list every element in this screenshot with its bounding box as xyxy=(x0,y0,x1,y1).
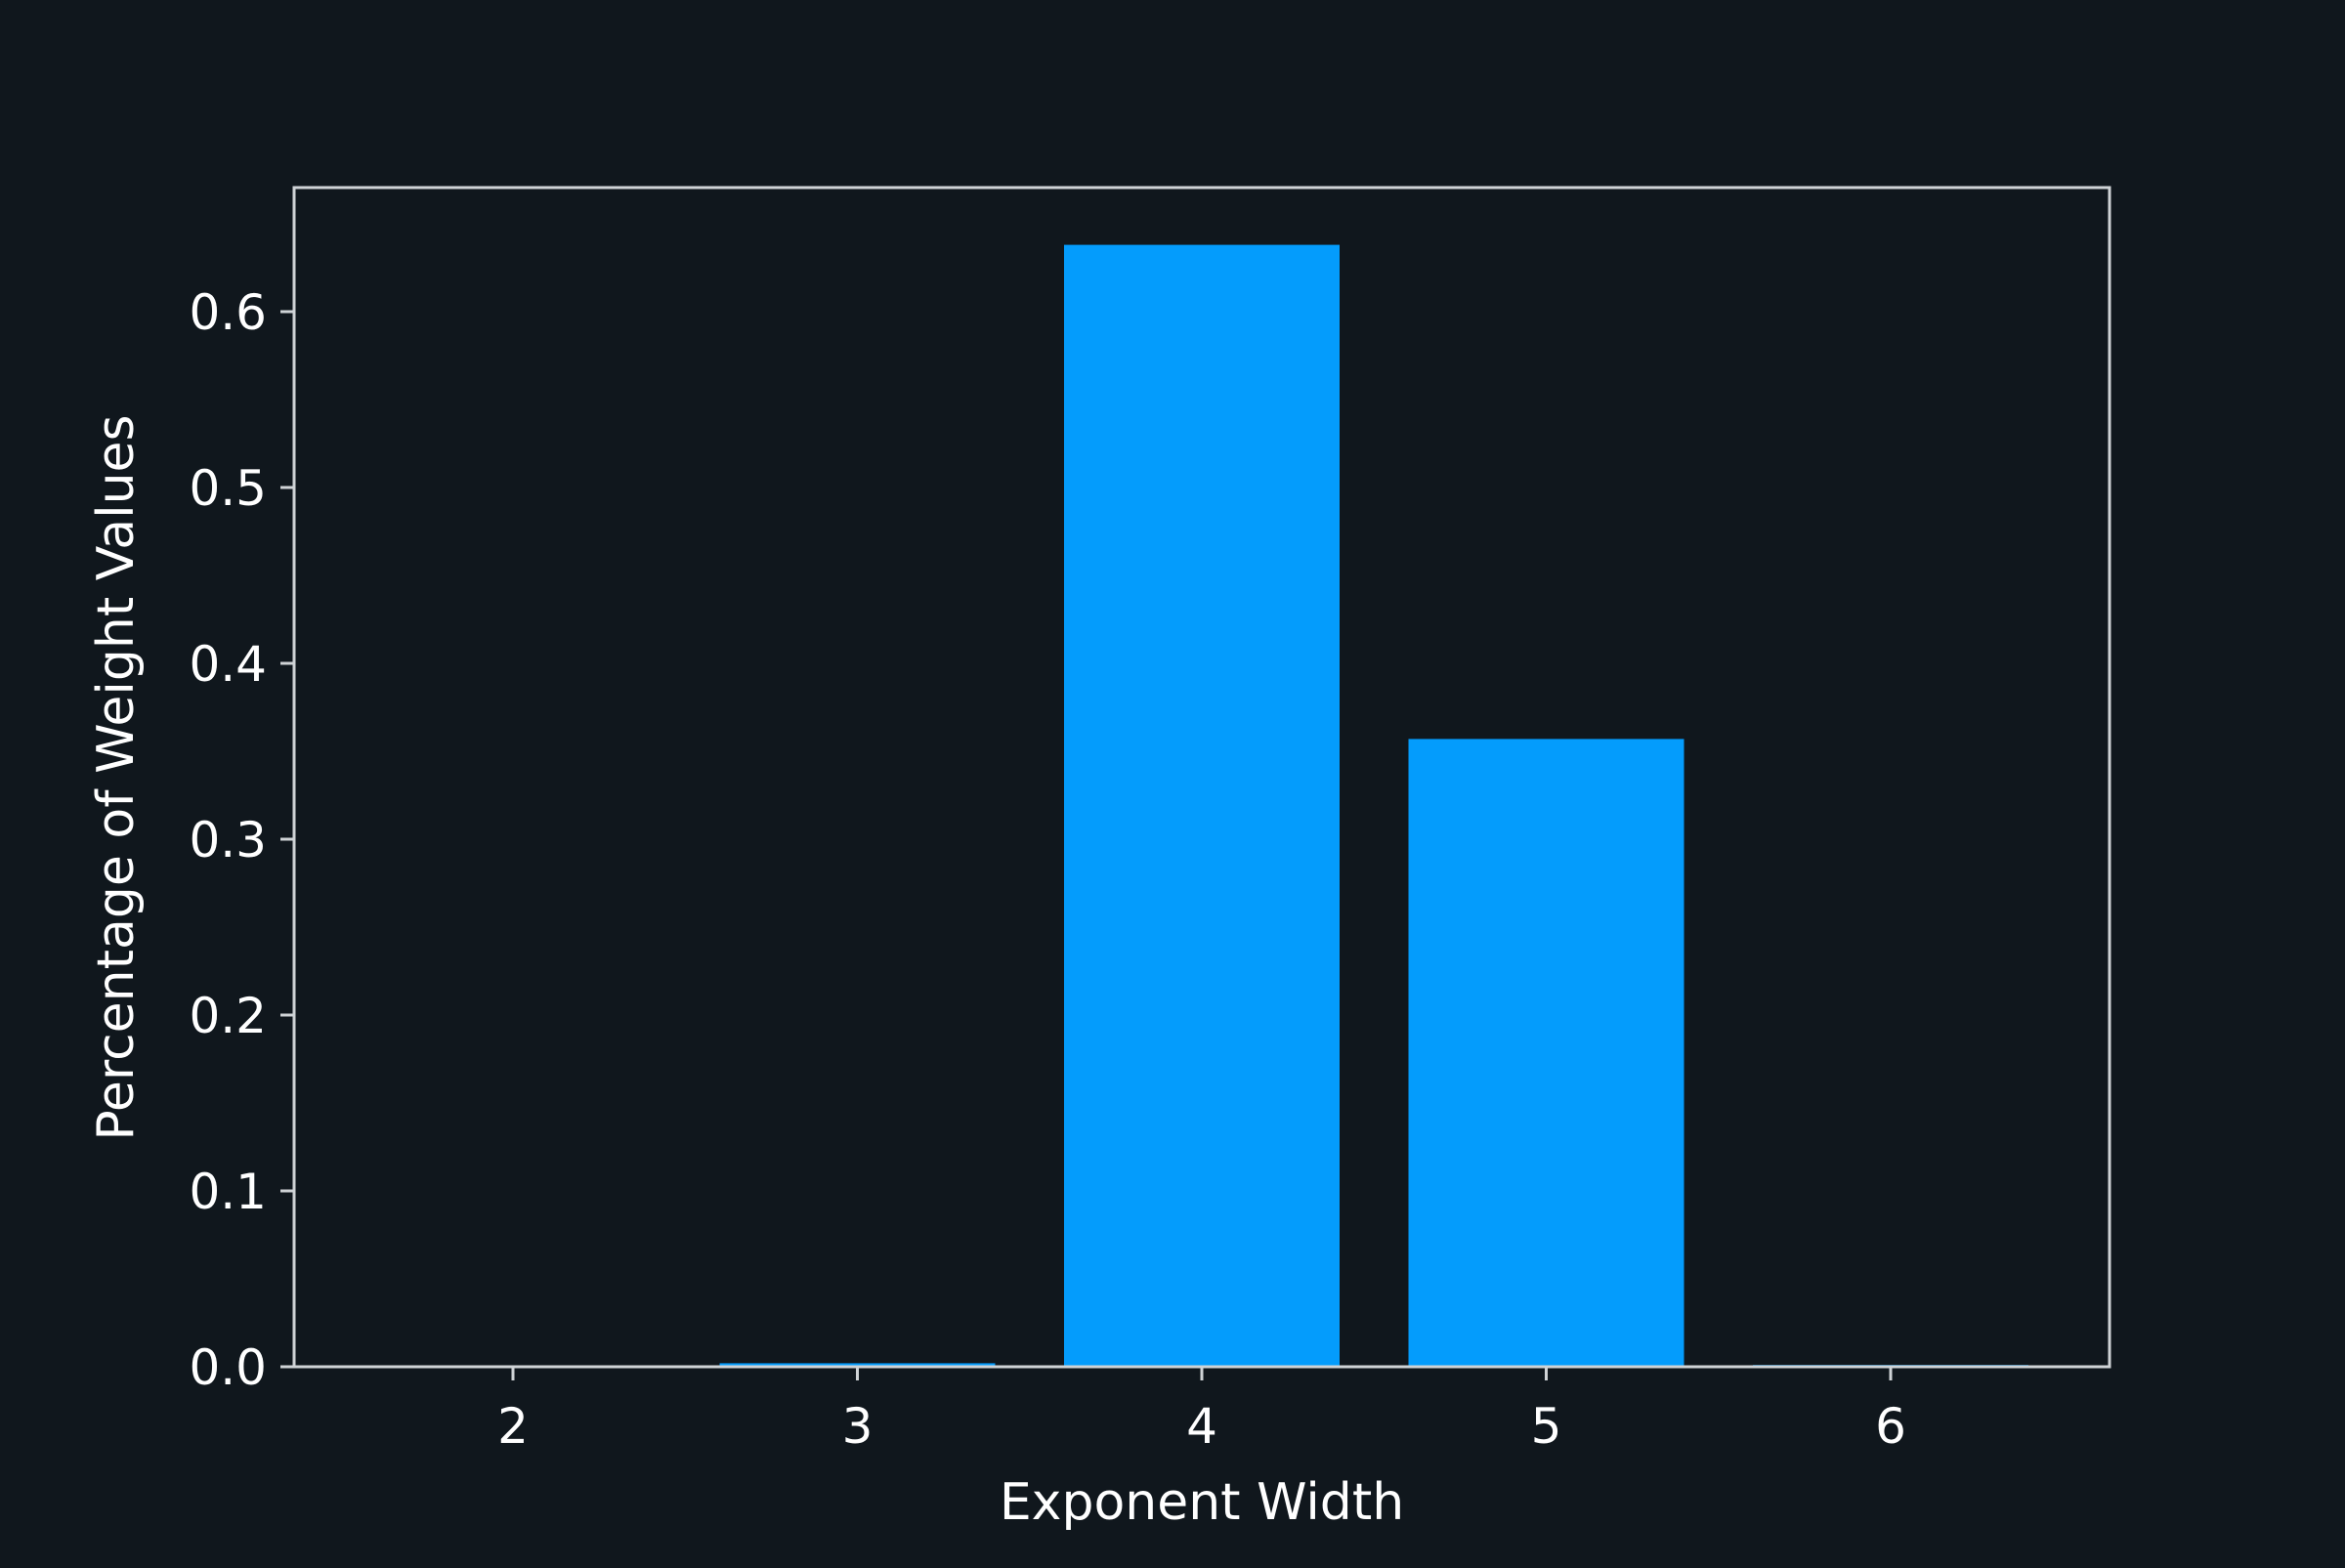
y-tick-label: 0.6 xyxy=(189,284,267,341)
y-axis-label: Percentage of Weight Values xyxy=(87,414,146,1140)
x-tick-label: 5 xyxy=(1531,1398,1562,1455)
x-tick-label: 3 xyxy=(842,1398,874,1455)
y-tick-label: 0.0 xyxy=(189,1339,267,1396)
x-tick-label: 2 xyxy=(497,1398,529,1455)
bar-3 xyxy=(719,1363,996,1367)
y-axis: 0.0 0.1 0.2 0.3 0.4 0.5 0.6 xyxy=(189,284,294,1396)
y-tick-label: 0.5 xyxy=(189,460,267,517)
y-tick-label: 0.3 xyxy=(189,812,267,869)
bar-5 xyxy=(1408,739,1684,1367)
x-tick-label: 6 xyxy=(1875,1398,1906,1455)
x-axis-label: Exponent Width xyxy=(1000,1473,1404,1532)
y-tick-label: 0.4 xyxy=(189,636,267,693)
x-tick-label: 4 xyxy=(1186,1398,1217,1455)
bar-4 xyxy=(1064,244,1340,1368)
y-tick-label: 0.2 xyxy=(189,988,267,1044)
y-tick-label: 0.1 xyxy=(189,1164,267,1220)
x-axis: 2 3 4 5 6 xyxy=(497,1367,1906,1455)
bars-layer xyxy=(719,244,2028,1368)
